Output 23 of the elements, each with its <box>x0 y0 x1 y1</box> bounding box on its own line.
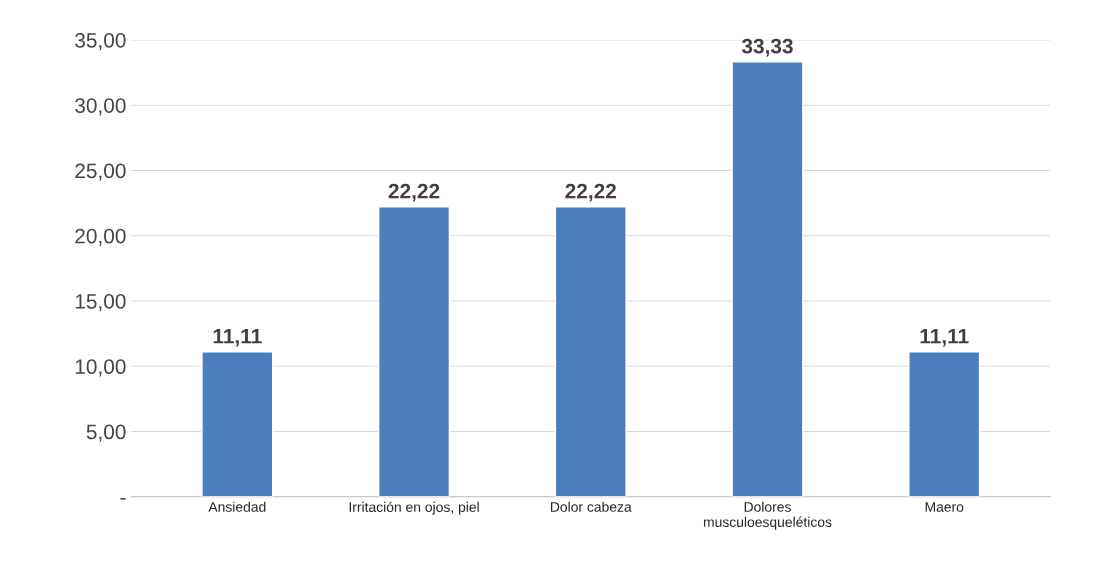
y-tick-label: 20,00 <box>75 228 126 246</box>
data-label: 33,33 <box>741 38 793 57</box>
y-tick-label: - <box>120 497 126 500</box>
x-tick-label: Maero <box>925 502 964 512</box>
y-tick-label: 30,00 <box>75 98 126 116</box>
bar <box>554 206 627 497</box>
x-tick-label: Ansiedad <box>208 501 266 512</box>
y-tick-label: 10,00 <box>75 359 126 377</box>
x-tick-label: Dolores musculoesqueléticos <box>703 501 832 530</box>
bar <box>731 61 804 497</box>
data-label: 22,22 <box>388 183 440 202</box>
y-tick-label: 25,00 <box>75 163 126 181</box>
data-label: 22,22 <box>565 183 616 202</box>
y-tick-label: 5,00 <box>86 424 126 442</box>
x-tick-label: Irritación en ojos, piel <box>349 501 479 515</box>
bar <box>201 351 274 497</box>
y-tick-label: 15,00 <box>75 294 126 312</box>
data-label: 11,11 <box>213 328 262 347</box>
y-tick-label: 35,00 <box>75 32 126 51</box>
data-label: 11,11 <box>920 328 969 347</box>
x-tick-label: Dolor cabeza <box>550 501 632 512</box>
bar <box>908 351 981 497</box>
bar <box>377 206 451 497</box>
